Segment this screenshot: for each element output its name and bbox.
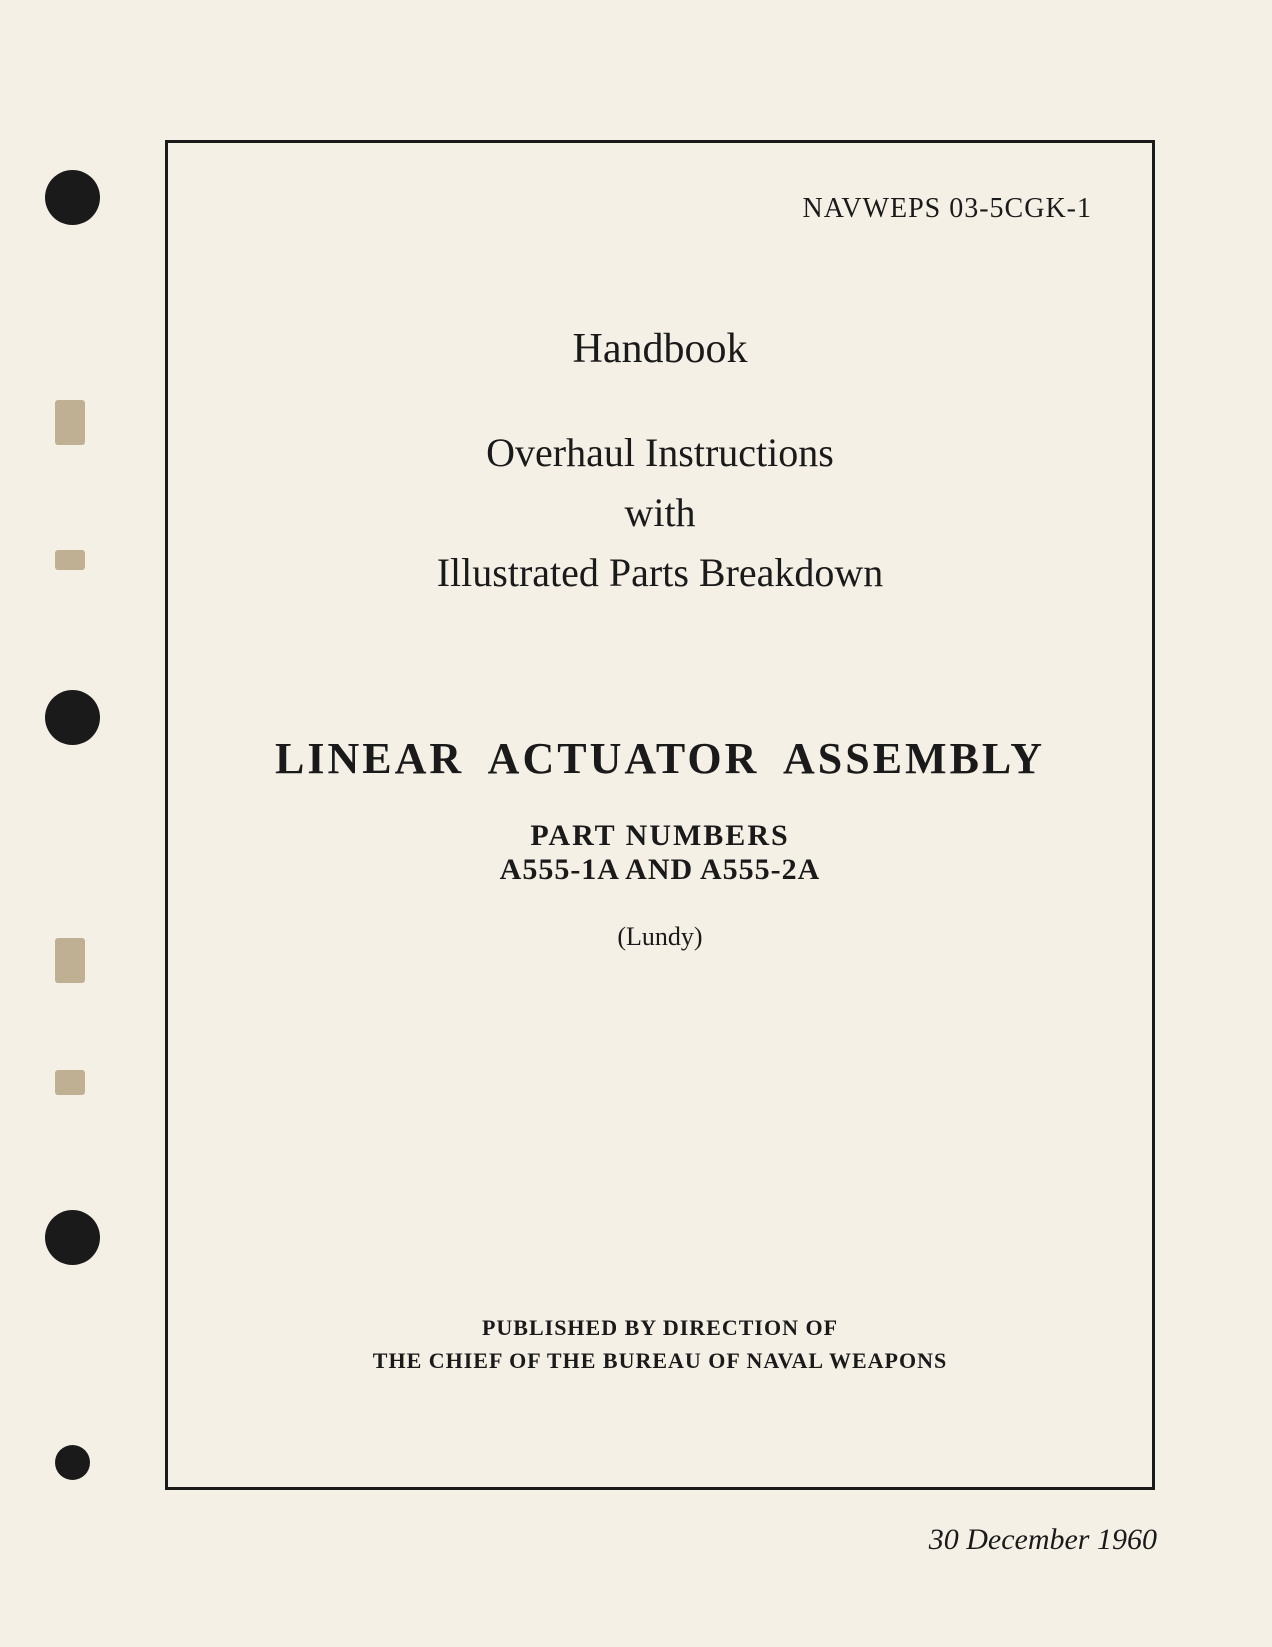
- subtitle-line: with: [228, 483, 1092, 543]
- subtitle-block: Overhaul Instructions with Illustrated P…: [228, 423, 1092, 603]
- binding-mark: [55, 938, 85, 983]
- binding-mark: [55, 400, 85, 445]
- publication-date: 30 December 1960: [929, 1523, 1157, 1557]
- binding-mark: [55, 550, 85, 570]
- subtitle-line: Overhaul Instructions: [228, 423, 1092, 483]
- binding-mark: [55, 1070, 85, 1095]
- document-page: NAVWEPS 03-5CGK-1 Handbook Overhaul Inst…: [0, 0, 1272, 1647]
- part-numbers: A555-1A AND A555-2A: [228, 853, 1092, 887]
- punch-hole: [45, 1210, 100, 1265]
- punch-hole: [45, 170, 100, 225]
- publisher-line: PUBLISHED BY DIRECTION OF: [168, 1311, 1152, 1344]
- publisher-line: THE CHIEF OF THE BUREAU OF NAVAL WEAPONS: [168, 1344, 1152, 1377]
- main-title: LINEAR ACTUATOR ASSEMBLY: [228, 733, 1092, 784]
- content-frame: NAVWEPS 03-5CGK-1 Handbook Overhaul Inst…: [165, 140, 1155, 1490]
- handbook-label: Handbook: [228, 325, 1092, 373]
- subtitle-line: Illustrated Parts Breakdown: [228, 543, 1092, 603]
- manufacturer: (Lundy): [228, 922, 1092, 952]
- part-numbers-label: PART NUMBERS: [228, 819, 1092, 853]
- punch-hole: [55, 1445, 90, 1480]
- punch-hole: [45, 690, 100, 745]
- publisher-block: PUBLISHED BY DIRECTION OF THE CHIEF OF T…: [168, 1311, 1152, 1377]
- document-number: NAVWEPS 03-5CGK-1: [228, 193, 1092, 225]
